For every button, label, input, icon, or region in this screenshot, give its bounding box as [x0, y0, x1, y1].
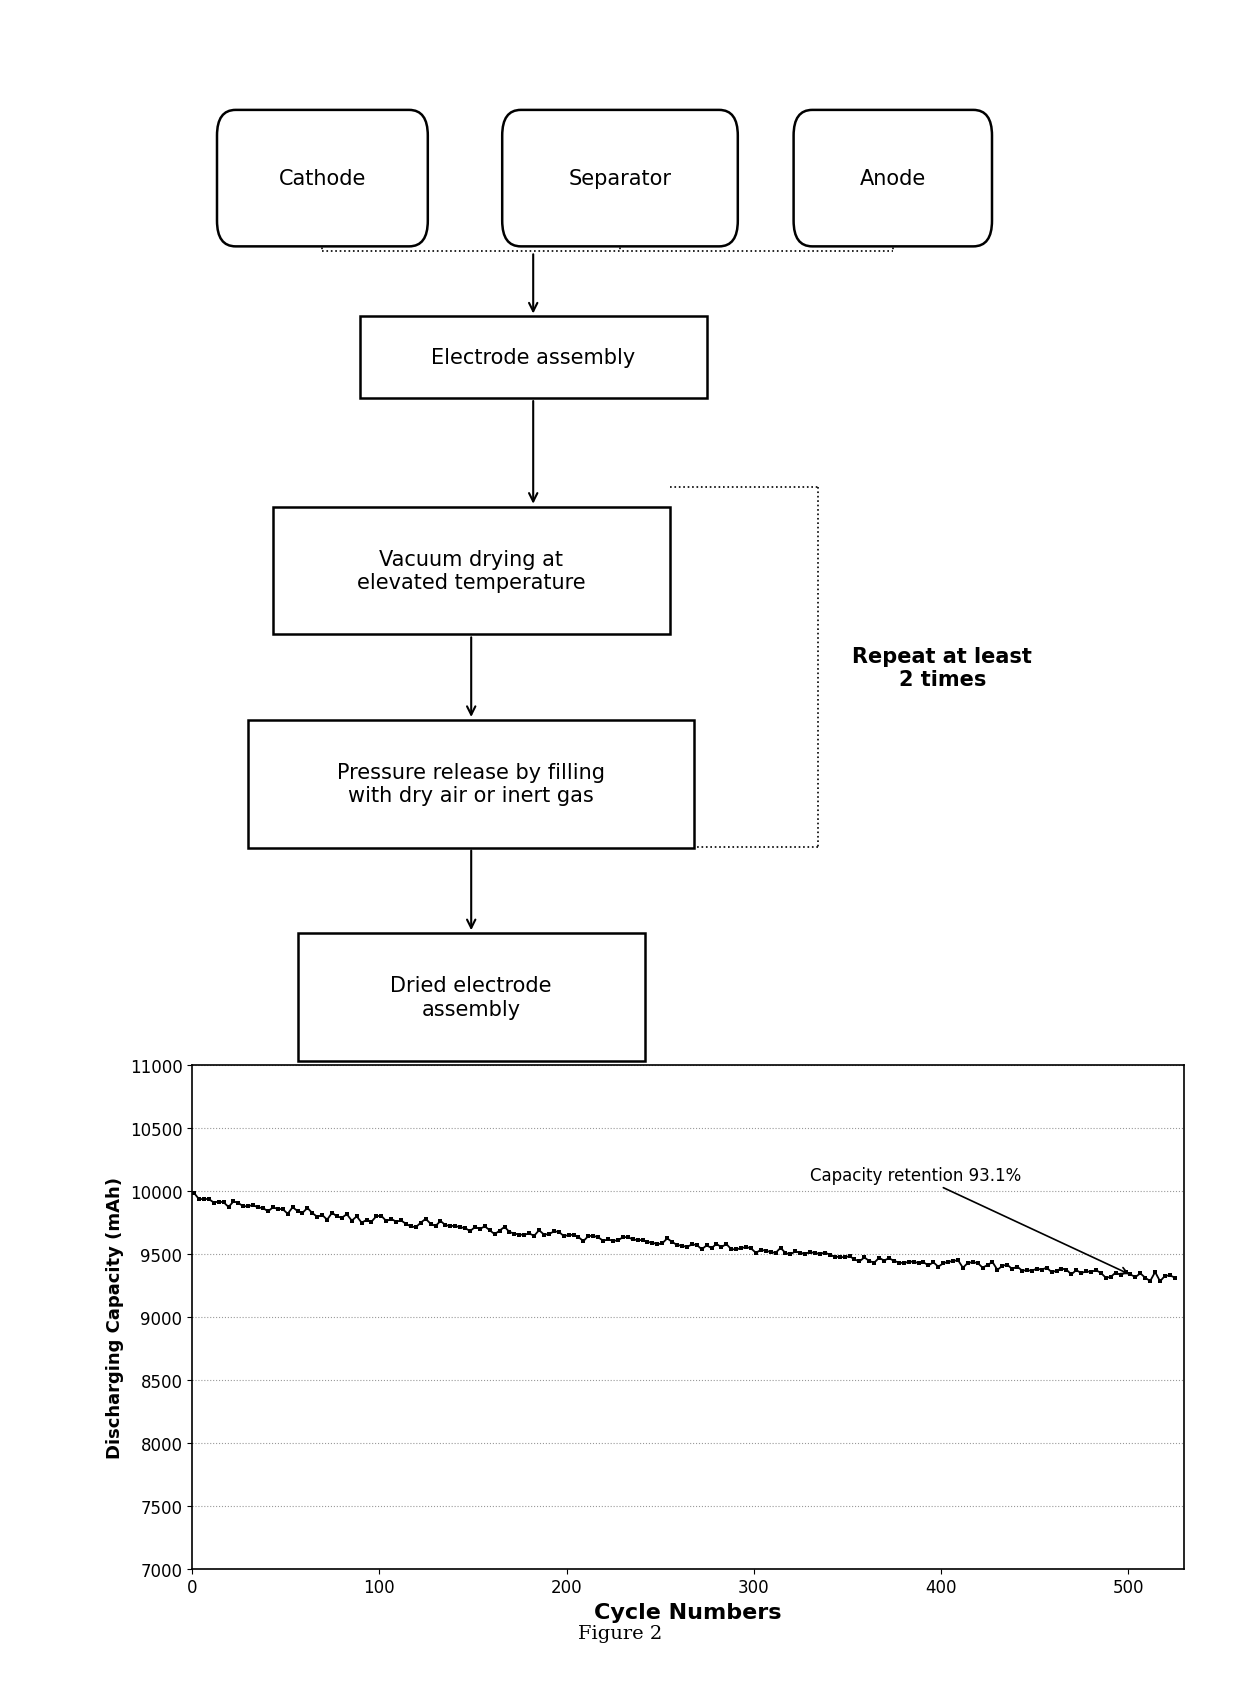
FancyBboxPatch shape — [794, 111, 992, 247]
Text: Pressure release by filling
with dry air or inert gas: Pressure release by filling with dry air… — [337, 762, 605, 806]
Text: Figure 1: Figure 1 — [578, 1086, 662, 1103]
Text: Anode: Anode — [859, 169, 926, 189]
Text: Electrode assembly: Electrode assembly — [432, 348, 635, 368]
X-axis label: Cycle Numbers: Cycle Numbers — [594, 1603, 782, 1621]
FancyBboxPatch shape — [273, 508, 670, 636]
FancyBboxPatch shape — [360, 317, 707, 399]
Text: Separator: Separator — [568, 169, 672, 189]
Text: Figure 2: Figure 2 — [578, 1625, 662, 1642]
Text: Vacuum drying at
elevated temperature: Vacuum drying at elevated temperature — [357, 549, 585, 593]
FancyBboxPatch shape — [217, 111, 428, 247]
Text: Capacity retention 93.1%: Capacity retention 93.1% — [810, 1166, 1127, 1274]
Y-axis label: Discharging Capacity (mAh): Discharging Capacity (mAh) — [107, 1176, 124, 1458]
FancyBboxPatch shape — [298, 934, 645, 1061]
FancyBboxPatch shape — [248, 720, 694, 847]
Text: Dried electrode
assembly: Dried electrode assembly — [391, 975, 552, 1020]
FancyBboxPatch shape — [502, 111, 738, 247]
Text: Cathode: Cathode — [279, 169, 366, 189]
Text: Repeat at least
2 times: Repeat at least 2 times — [852, 646, 1033, 691]
